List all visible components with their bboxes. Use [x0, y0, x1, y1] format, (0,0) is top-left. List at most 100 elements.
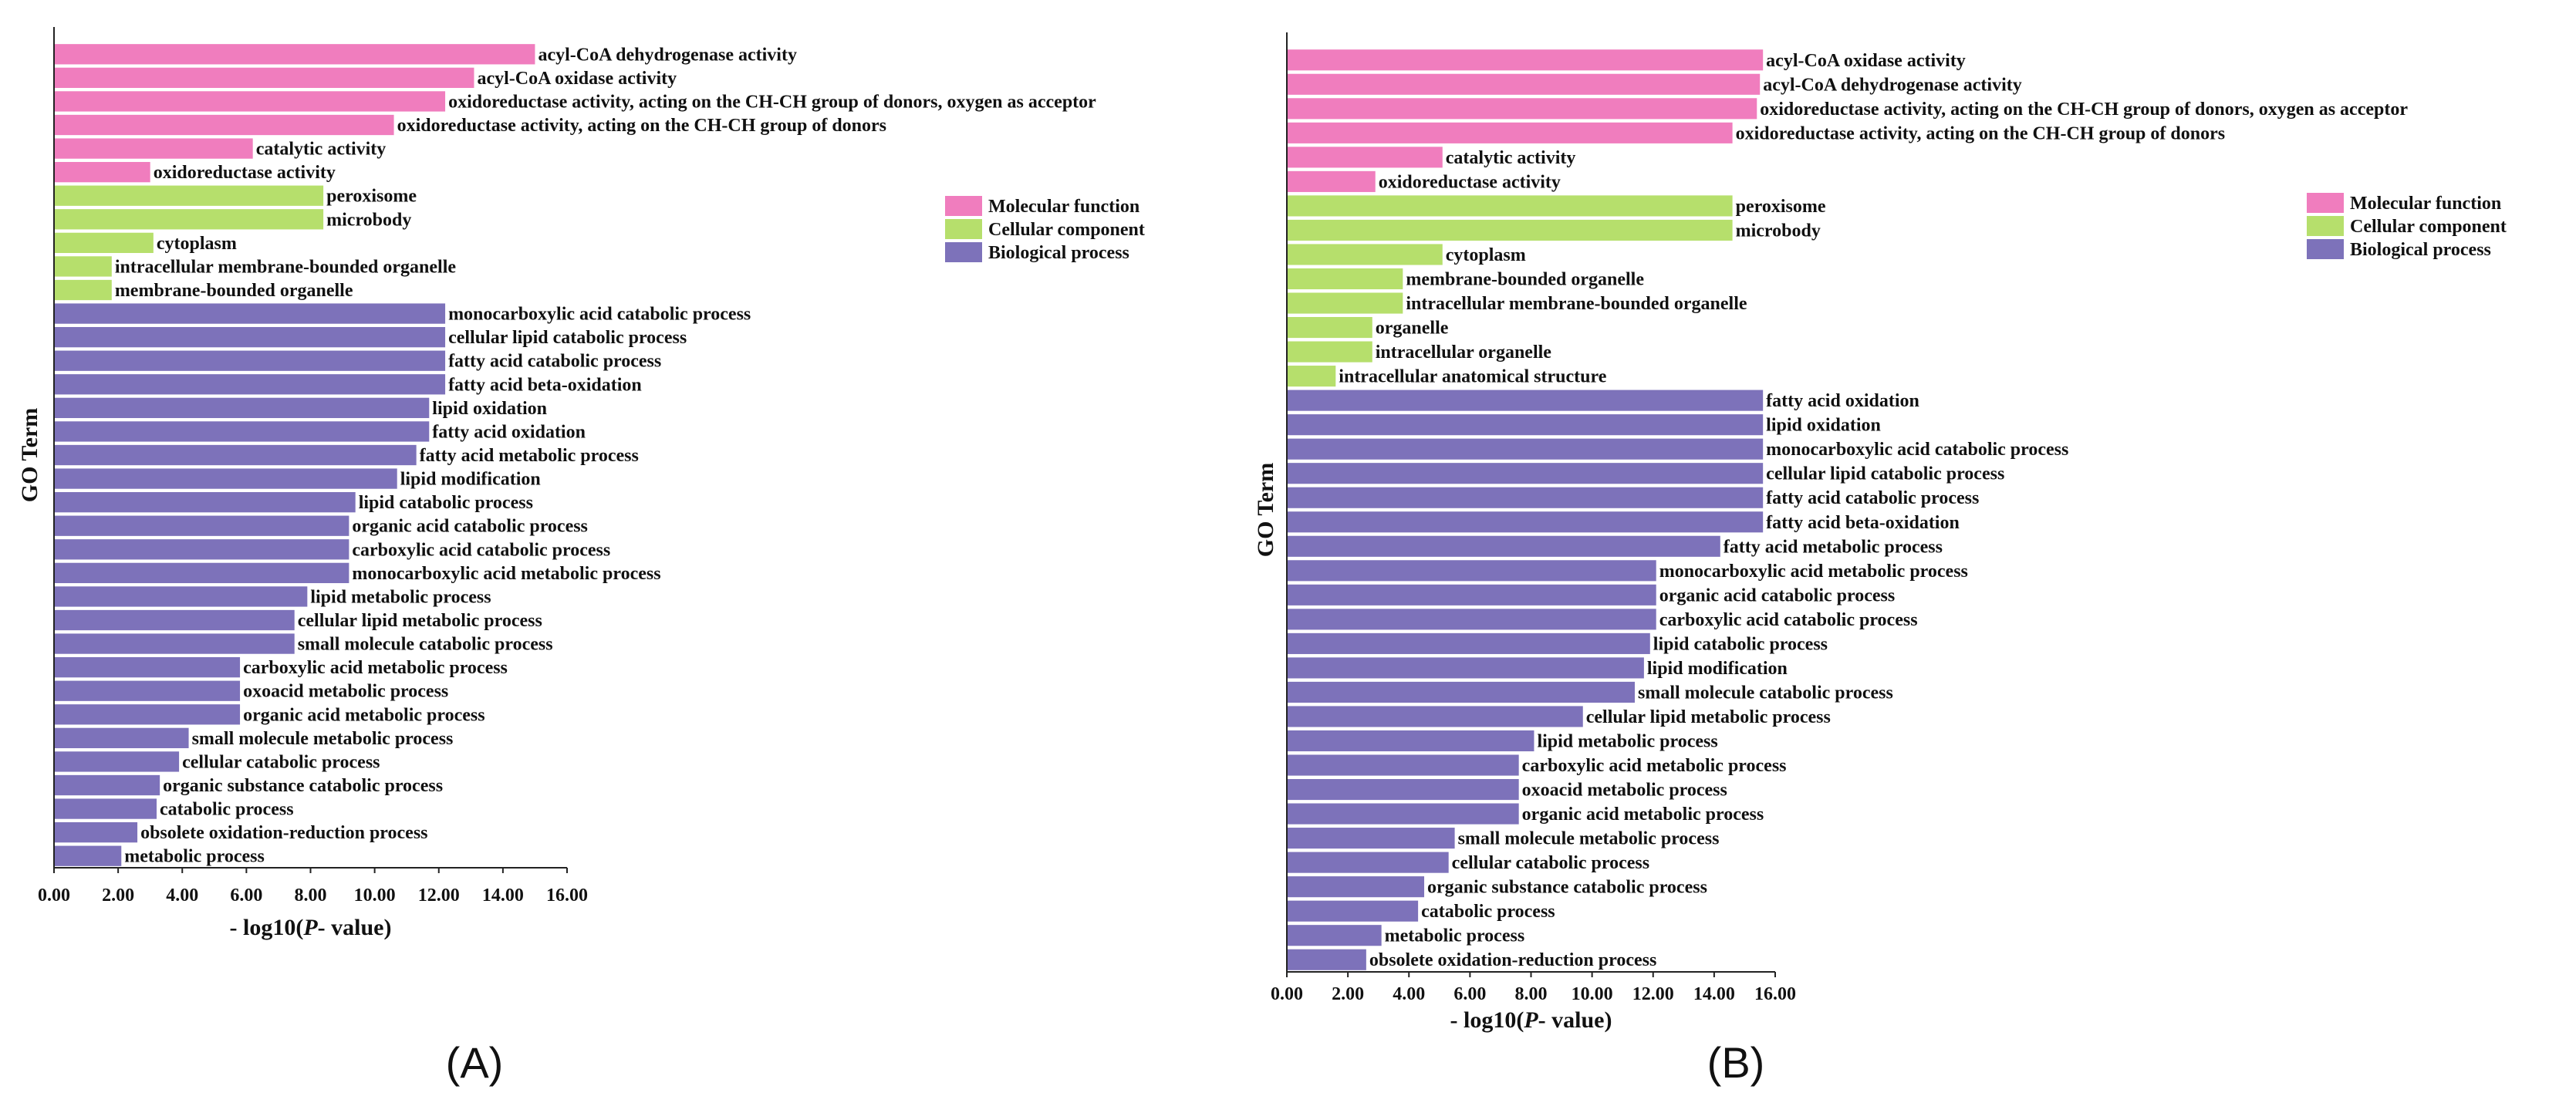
bar-label: fatty acid catabolic process [1766, 488, 1979, 508]
bar-label: carboxylic acid metabolic process [1522, 756, 1787, 776]
bar [54, 491, 356, 513]
bar-label: cellular lipid catabolic process [448, 328, 687, 348]
x-axis-title: - log10(P- value) [230, 915, 392, 940]
bar-label: obsolete oxidation-reduction process [1369, 950, 1656, 970]
bar [1287, 366, 1336, 387]
bar [1287, 900, 1419, 922]
bar [1287, 219, 1733, 241]
bar [1287, 925, 1382, 946]
bar-label: fatty acid metabolic process [420, 446, 639, 466]
bar-label: organic acid catabolic process [1659, 585, 1896, 605]
bar [1287, 876, 1425, 898]
bar [54, 727, 189, 749]
bar-label: oxidoreductase activity, acting on the C… [1760, 100, 2408, 120]
bar-label: small molecule metabolic process [1458, 829, 1720, 849]
legend-label: Cellular component [988, 220, 1145, 240]
bar-label: obsolete oxidation-reduction process [140, 823, 427, 843]
bar-label: lipid oxidation [1766, 416, 1881, 436]
bar-label: organelle [1376, 319, 1449, 339]
x-tick-label: 14.00 [1693, 984, 1735, 1004]
bar-label: metabolic process [1385, 926, 1525, 946]
x-tick-label: 16.00 [546, 885, 588, 906]
bar [54, 256, 112, 277]
bar-label: oxidoreductase activity, acting on the C… [1736, 123, 2225, 143]
bar [1287, 681, 1636, 703]
bar [54, 539, 349, 560]
bar-label: cytoplasm [1446, 245, 1526, 265]
bar-label: membrane-bounded organelle [115, 281, 353, 301]
bar [1287, 73, 1761, 95]
bar-label: lipid oxidation [432, 399, 547, 419]
bar [54, 751, 180, 772]
bar-label: monocarboxylic acid catabolic process [448, 305, 751, 325]
bar [1287, 511, 1764, 533]
x-tick-label: 6.00 [230, 885, 262, 906]
bar-label: monocarboxylic acid metabolic process [1659, 562, 1968, 582]
x-tick-label: 10.00 [1572, 984, 1613, 1004]
bar [54, 397, 430, 419]
bar [1287, 778, 1519, 801]
legend-swatch [2307, 216, 2344, 236]
bar-label: lipid catabolic process [1653, 634, 1828, 654]
x-tick-label: 14.00 [482, 885, 524, 906]
legend-swatch [945, 196, 982, 216]
bar-label: oxidoreductase activity, acting on the C… [397, 116, 886, 136]
legend-label: Cellular component [2350, 217, 2507, 237]
bar [54, 704, 241, 725]
bar-label: intracellular membrane-bounded organelle [1406, 294, 1747, 314]
bar [1287, 170, 1376, 192]
x-tick-label: 0.00 [38, 885, 70, 906]
bar [54, 609, 295, 631]
bar [1287, 438, 1764, 460]
x-tick-label: 8.00 [1515, 984, 1548, 1004]
bar-label: intracellular membrane-bounded organelle [115, 257, 457, 277]
bar-label: carboxylic acid catabolic process [1659, 610, 1918, 630]
bar [1287, 463, 1764, 484]
bar [1287, 560, 1656, 582]
bar [54, 656, 241, 678]
legend-label: Molecular function [2350, 194, 2501, 214]
bar-label: cellular lipid metabolic process [1586, 707, 1831, 727]
bar [54, 232, 154, 254]
bar [1287, 390, 1764, 411]
bar [54, 774, 160, 796]
bar-label: fatty acid beta-oxidation [448, 375, 642, 395]
bar [1287, 98, 1757, 120]
bar [1287, 487, 1764, 508]
bar-label: catalytic activity [256, 140, 387, 160]
bar-label: fatty acid catabolic process [448, 352, 661, 372]
x-tick-label: 16.00 [1754, 984, 1796, 1004]
bar-label: lipid modification [400, 470, 541, 490]
panel-b-chart: acyl-CoA oxidase activity acyl-CoA dehydr… [1253, 32, 2507, 1087]
bar-label: catabolic process [1421, 902, 1555, 922]
bar-label: acyl-CoA oxidase activity [1766, 51, 1966, 71]
bar [54, 350, 446, 371]
bar-label: peroxisome [326, 187, 417, 207]
bar [54, 562, 349, 584]
bar-label: small molecule metabolic process [192, 729, 454, 749]
bar-label: cellular catabolic process [182, 752, 380, 772]
x-tick-label: 0.00 [1271, 984, 1303, 1004]
bar-label: cellular lipid metabolic process [298, 611, 542, 631]
bar-label: lipid modification [1647, 659, 1788, 679]
bar [1287, 292, 1403, 314]
bar-label: oxoacid metabolic process [1522, 781, 1727, 801]
bar [1287, 195, 1733, 217]
bar-label: oxoacid metabolic process [243, 682, 448, 702]
bar [54, 209, 324, 230]
x-tick-label: 6.00 [1453, 984, 1486, 1004]
bar [54, 468, 397, 489]
bar [54, 114, 394, 136]
bar-label: intracellular organelle [1376, 342, 1552, 363]
bar-label: microbody [1736, 221, 1821, 241]
bar-label: organic acid metabolic process [1522, 804, 1764, 825]
bar-label: membrane-bounded organelle [1406, 270, 1644, 290]
bar [1287, 268, 1403, 290]
bar-label: catalytic activity [1446, 148, 1576, 168]
bar [1287, 316, 1372, 339]
legend-swatch [2307, 193, 2344, 213]
bar-label: carboxylic acid metabolic process [243, 658, 508, 678]
bar [1287, 657, 1644, 679]
bar-label: oxidoreductase activity [154, 163, 336, 183]
